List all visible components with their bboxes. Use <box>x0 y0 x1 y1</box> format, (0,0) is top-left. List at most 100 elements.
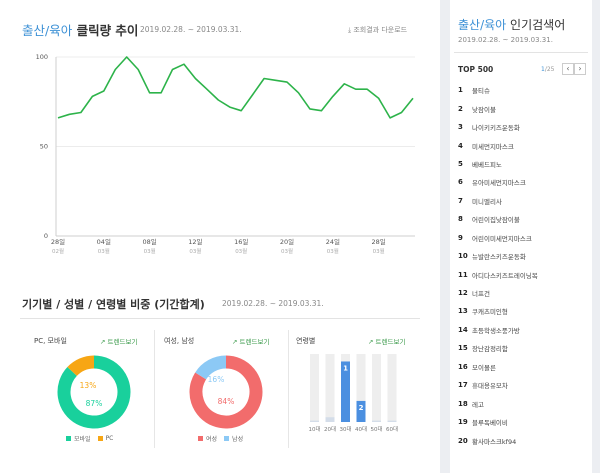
page-indicator: 1/25 <box>541 66 554 73</box>
prev-page-button[interactable]: ‹ <box>562 63 574 75</box>
rank-number: 13 <box>458 307 468 316</box>
list-item[interactable]: 16 모이몰른 <box>458 358 588 376</box>
device-card-label: PC, 모바일 <box>34 337 67 345</box>
breakdown-title: 기기별 / 성별 / 연령별 비중 (기간합계) <box>22 296 205 312</box>
rank-number: 10 <box>458 252 468 261</box>
rank-keyword[interactable]: 레고 <box>472 400 484 409</box>
y-tick-label: 0 <box>44 232 48 240</box>
rank-keyword[interactable]: 모이몰른 <box>472 363 496 372</box>
trend-panel: 출산/육아 클릭량 추이 2019.02.28. ~ 2019.03.31. ⤓… <box>0 0 440 473</box>
rank-number: 17 <box>458 381 468 390</box>
popular-date-range: 2019.02.28. ~ 2019.03.31. <box>458 36 553 44</box>
x-tick-label: 04일 <box>97 237 111 246</box>
device-trend-label: 트렌드보기 <box>107 338 138 346</box>
list-item[interactable]: 7 미니멜리사 <box>458 192 588 210</box>
list-item[interactable]: 18 레고 <box>458 394 588 412</box>
x-tick-label: 12일 <box>188 237 202 246</box>
rank-keyword[interactable]: 장난감정리함 <box>472 345 508 354</box>
rank-keyword[interactable]: 유아미세먼지마스크 <box>472 179 526 188</box>
rank-keyword[interactable]: 휴대용유모차 <box>472 382 508 391</box>
x-tick-label: 28일 <box>51 237 65 246</box>
rank-keyword[interactable]: 황사마스크kf94 <box>472 437 517 446</box>
list-item[interactable]: 13 쿠캐츠미인형 <box>458 302 588 320</box>
device-trend-button[interactable]: ↗ 트렌드보기 <box>100 336 137 346</box>
list-item[interactable]: 1 물티슈 <box>458 81 588 99</box>
list-item[interactable]: 12 너프건 <box>458 284 588 302</box>
rank-keyword[interactable]: 쿠캐츠미인형 <box>472 308 508 317</box>
rank-number: 7 <box>458 196 463 205</box>
rank-number: 19 <box>458 418 468 427</box>
pc-pct: 13% <box>80 381 97 390</box>
gender-donut: 16% 84% <box>189 355 263 429</box>
popular-keyword-list: 1 물티슈 2 낮잠이불 3 나이키키즈운동화 4 미세먼지마스크 5 베베드피노 6 유아… <box>458 81 588 450</box>
bar-rank-label: 2 <box>359 404 364 412</box>
list-item[interactable]: 14 초등학생소풍가방 <box>458 321 588 339</box>
bar-track <box>325 354 335 422</box>
x-tick-sublabel: 03월 <box>281 247 293 255</box>
x-tick-label: 24일 <box>326 237 340 246</box>
x-tick-label: 28일 <box>372 237 386 246</box>
list-item[interactable]: 5 베베드피노 <box>458 155 588 173</box>
list-item[interactable]: 20 황사마스크kf94 <box>458 431 588 449</box>
rank-keyword[interactable]: 낮잠이불 <box>472 105 496 114</box>
rank-keyword[interactable]: 베베드피노 <box>472 160 502 169</box>
list-item[interactable]: 10 뉴발란스키즈운동화 <box>458 247 588 265</box>
list-item[interactable]: 6 유아미세먼지마스크 <box>458 173 588 191</box>
rank-number: 6 <box>458 178 463 187</box>
download-icon: ⤓ <box>348 26 352 34</box>
list-item[interactable]: 9 어린이미세먼지마스크 <box>458 229 588 247</box>
female-pct: 84% <box>218 397 235 406</box>
age-bar-chart: 10대 20대 1 30대 2 40대 50대 60대 <box>308 354 398 433</box>
rank-keyword[interactable]: 너프건 <box>472 290 490 299</box>
rank-keyword[interactable]: 물티슈 <box>472 87 490 96</box>
list-item[interactable]: 2 낮잠이불 <box>458 99 588 117</box>
x-tick-label: 30대 <box>339 425 351 433</box>
rank-keyword[interactable]: 나이키키즈운동화 <box>472 124 520 133</box>
divider <box>454 52 588 53</box>
list-item[interactable]: 17 휴대용유모차 <box>458 376 588 394</box>
legend-male: 남성 <box>232 436 244 443</box>
list-item[interactable]: 3 나이키키즈운동화 <box>458 118 588 136</box>
list-item[interactable]: 8 어린이집낮잠이불 <box>458 210 588 228</box>
popular-category[interactable]: 출산/육아 <box>458 18 507 32</box>
download-button[interactable]: ⤓ 조회결과 다운로드 <box>348 25 407 35</box>
rank-keyword[interactable]: 블루독베이비 <box>472 419 508 428</box>
bar-track <box>372 354 381 422</box>
rank-number: 12 <box>458 289 468 298</box>
page-current: 1 <box>541 66 545 73</box>
list-item[interactable]: 11 아디다스키즈트레이닝복 <box>458 265 588 283</box>
x-tick-label: 40대 <box>355 425 367 433</box>
card-separator <box>154 330 155 448</box>
rank-keyword[interactable]: 미니멜리사 <box>472 197 502 206</box>
trend-icon: ↗ <box>368 338 374 346</box>
gender-trend-button[interactable]: ↗ 트렌드보기 <box>232 336 269 346</box>
chevron-right-icon: › <box>578 64 582 73</box>
x-tick-label: 20일 <box>280 237 294 246</box>
rank-number: 11 <box>458 270 468 279</box>
rank-number: 9 <box>458 233 463 242</box>
age-trend-button[interactable]: ↗ 트렌드보기 <box>368 336 405 346</box>
bar <box>372 420 381 422</box>
y-tick-label: 50 <box>40 143 48 151</box>
bar-track <box>387 354 397 422</box>
x-tick-label: 08일 <box>142 237 156 246</box>
popular-title-text: 인기검색어 <box>510 18 566 32</box>
rank-keyword[interactable]: 어린이집낮잠이불 <box>472 216 520 225</box>
list-item[interactable]: 19 블루독베이비 <box>458 413 588 431</box>
x-tick-label: 60대 <box>386 425 398 433</box>
next-page-button[interactable]: › <box>574 63 586 75</box>
trend-category[interactable]: 출산/육아 <box>22 23 73 38</box>
rank-keyword[interactable]: 아디다스키즈트레이닝복 <box>472 271 538 280</box>
x-tick-label: 16일 <box>234 237 248 246</box>
list-item[interactable]: 4 미세먼지마스크 <box>458 136 588 154</box>
trend-date-range: 2019.02.28. ~ 2019.03.31. <box>140 25 242 34</box>
rank-keyword[interactable]: 미세먼지마스크 <box>472 142 514 151</box>
bar <box>387 420 397 422</box>
rank-keyword[interactable]: 초등학생소풍가방 <box>472 326 520 335</box>
legend-pc: PC <box>105 435 114 442</box>
list-item[interactable]: 15 장난감정리함 <box>458 339 588 357</box>
rank-keyword[interactable]: 어린이미세먼지마스크 <box>472 234 532 243</box>
card-separator <box>288 330 289 448</box>
x-tick-sublabel: 03월 <box>98 247 110 255</box>
rank-keyword[interactable]: 뉴발란스키즈운동화 <box>472 253 526 262</box>
